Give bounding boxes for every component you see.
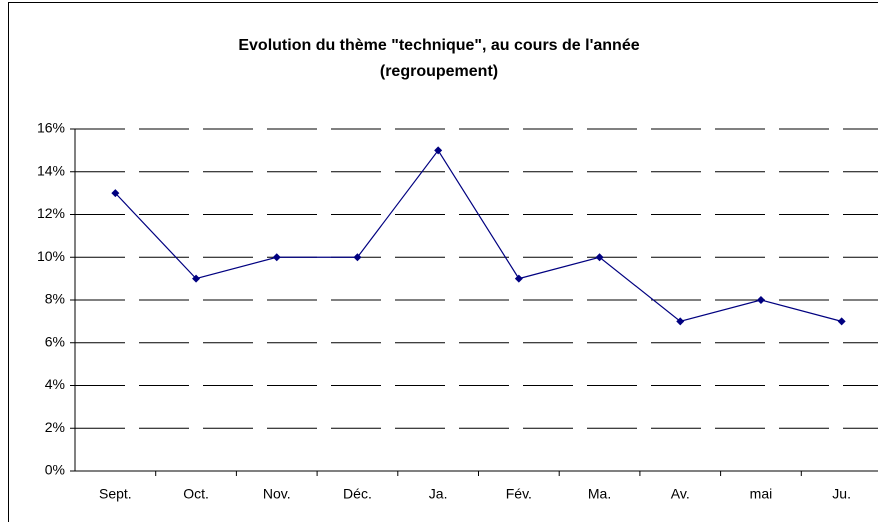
data-point: [272, 253, 281, 262]
x-tick-label: Nov.: [263, 486, 291, 502]
series-line: [114, 149, 842, 323]
data-point: [353, 253, 362, 262]
y-tick-label: 16%: [37, 120, 65, 136]
x-tick-label: mai: [750, 486, 773, 502]
x-tick-label: Déc.: [343, 486, 372, 502]
y-tick-label: 8%: [45, 291, 65, 307]
x-tick-label: Sept.: [99, 486, 132, 502]
chart-title: Evolution du thème "technique", au cours…: [238, 37, 639, 54]
chart-subtitle: (regroupement): [380, 63, 498, 80]
y-tick-label: 10%: [37, 248, 65, 264]
y-tick-label: 6%: [45, 333, 65, 349]
data-point: [514, 274, 523, 283]
chart-frame: [8, 2, 878, 522]
data-point: [192, 274, 201, 283]
data-point: [111, 189, 120, 198]
data-point: [756, 296, 765, 304]
x-tick-label: Ju.: [832, 486, 851, 502]
y-tick-label: 0%: [45, 462, 65, 478]
y-tick-label: 4%: [45, 376, 65, 392]
y-tick-label: 2%: [45, 419, 65, 435]
y-tick-label: 14%: [37, 162, 65, 178]
data-point: [595, 253, 604, 262]
x-tick-label: Oct.: [183, 486, 209, 502]
x-tick-label: Ja.: [429, 486, 448, 502]
x-tick-label: Ma.: [588, 486, 611, 502]
x-tick-label: Fév.: [506, 486, 532, 502]
data-point: [676, 317, 685, 326]
x-tick-label: Av.: [671, 486, 690, 502]
y-tick-label: 12%: [37, 205, 65, 221]
data-point: [434, 146, 443, 155]
data-point: [837, 317, 846, 326]
